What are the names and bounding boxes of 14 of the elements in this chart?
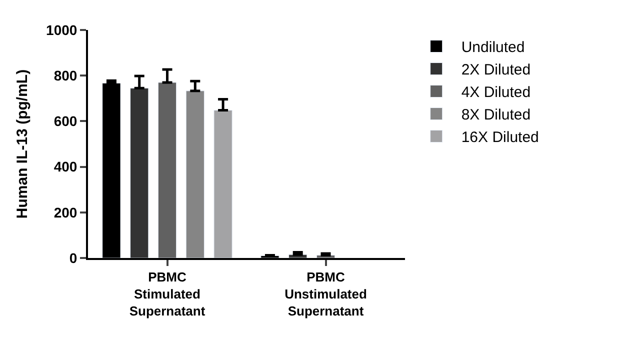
y-tick-label: 200 xyxy=(54,204,78,220)
y-tick-label: 0 xyxy=(69,250,78,266)
y-tick-label: 800 xyxy=(54,68,78,84)
y-axis-title: Human IL-13 (pg/mL) xyxy=(14,69,31,219)
legend-label: Undiluted xyxy=(461,39,525,56)
x-tick-label: PBMC Stimulated Supernatant xyxy=(129,270,206,318)
y-tick-label: 600 xyxy=(54,113,78,130)
y-tick-label: 1000 xyxy=(46,22,78,38)
legend-label: 4X Diluted xyxy=(461,84,531,102)
legend-label: 2X Diluted xyxy=(461,62,531,79)
y-tick-label: 400 xyxy=(54,158,78,175)
legend-label: 16X Diluted xyxy=(461,129,539,146)
legend-label: 8X Diluted xyxy=(461,106,531,124)
x-tick-label: PBMC Unstimulated Supernatant xyxy=(284,270,367,318)
